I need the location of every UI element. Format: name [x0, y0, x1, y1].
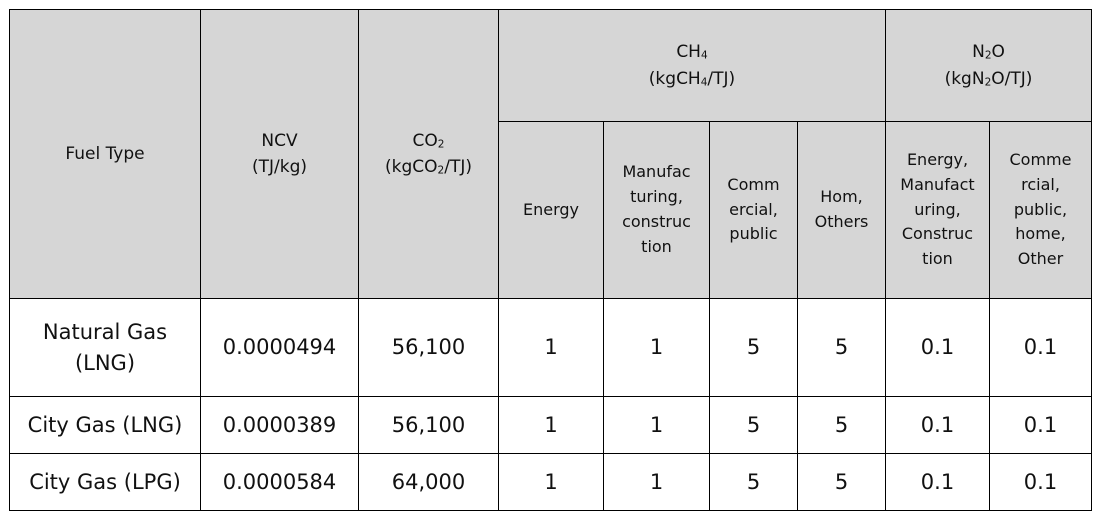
ch4-energy-cell: 1 [498, 396, 604, 454]
header-ch4-energy: Energy [498, 121, 604, 299]
header-n2o-unit: (kgN2O/TJ) [944, 68, 1033, 89]
ch4-home-cell: 5 [797, 396, 886, 454]
header-ch4-home: Hom, Others [797, 121, 886, 299]
n2o-commercial-cell: 0.1 [989, 396, 1092, 454]
table-row: City Gas (LNG) 0.0000389 56,100 1 1 5 5 … [9, 396, 1092, 454]
fuel-type-cell: City Gas (LPG) [9, 453, 201, 511]
header-co2-label: CO2 [412, 130, 445, 151]
header-n2o-energy: Energy, Manufact uring, Construc tion [885, 121, 990, 299]
header-ch4: CH4 (kgCH4/TJ) [498, 9, 886, 122]
table-row: Natural Gas (LNG) 0.0000494 56,100 1 1 5… [9, 298, 1092, 397]
n2o-energy-cell: 0.1 [885, 453, 990, 511]
fuel-type-cell: City Gas (LNG) [9, 396, 201, 454]
n2o-energy-cell: 0.1 [885, 396, 990, 454]
header-co2: CO2 (kgCO2/TJ) [358, 9, 499, 299]
n2o-commercial-cell: 0.1 [989, 298, 1092, 397]
table-row: City Gas (LPG) 0.0000584 64,000 1 1 5 5 … [9, 453, 1092, 511]
ch4-manufacturing-cell: 1 [603, 453, 710, 511]
ch4-manufacturing-cell: 1 [603, 396, 710, 454]
header-ch4-unit: (kgCH4/TJ) [648, 68, 736, 89]
ch4-manufacturing-cell: 1 [603, 298, 710, 397]
ch4-commercial-cell: 5 [709, 453, 798, 511]
header-row-top: Fuel Type NCV (TJ/kg) CO2 (kgCO2/TJ) CH4… [9, 9, 1092, 299]
header-n2o-label: N2O [972, 42, 1005, 63]
ch4-commercial-cell: 5 [709, 396, 798, 454]
ch4-home-cell: 5 [797, 453, 886, 511]
header-n2o-commercial: Comme rcial, public, home, Other [989, 121, 1092, 299]
co2-cell: 56,100 [358, 396, 499, 454]
header-n2o: N2O (kgN2O/TJ) [885, 9, 1092, 122]
n2o-commercial-cell: 0.1 [989, 453, 1092, 511]
ch4-energy-cell: 1 [498, 298, 604, 397]
ch4-commercial-cell: 5 [709, 298, 798, 397]
ncv-cell: 0.0000494 [200, 298, 359, 397]
ncv-cell: 0.0000584 [200, 453, 359, 511]
header-row-sub: Energy Manufac turing, construc tion Com… [10, 121, 1092, 299]
header-ch4-label: CH4 [676, 42, 708, 63]
co2-cell: 64,000 [358, 453, 499, 511]
ch4-energy-cell: 1 [498, 453, 604, 511]
header-ncv-unit: (TJ/kg) [251, 157, 308, 177]
fuel-type-cell: Natural Gas (LNG) [9, 298, 201, 397]
n2o-energy-cell: 0.1 [885, 298, 990, 397]
ncv-cell: 0.0000389 [200, 396, 359, 454]
header-ncv-label: NCV [261, 130, 298, 151]
header-fuel-type: Fuel Type [9, 9, 201, 299]
header-ncv: NCV (TJ/kg) [200, 9, 359, 299]
co2-cell: 56,100 [358, 298, 499, 397]
ch4-home-cell: 5 [797, 298, 886, 397]
emission-factor-table: Fuel Type NCV (TJ/kg) CO2 (kgCO2/TJ) CH4… [9, 9, 1092, 511]
header-co2-unit: (kgCO2/TJ) [385, 157, 472, 177]
header-ch4-commercial: Comm ercial, public [709, 121, 798, 299]
header-ch4-manufacturing: Manufac turing, construc tion [603, 121, 710, 299]
